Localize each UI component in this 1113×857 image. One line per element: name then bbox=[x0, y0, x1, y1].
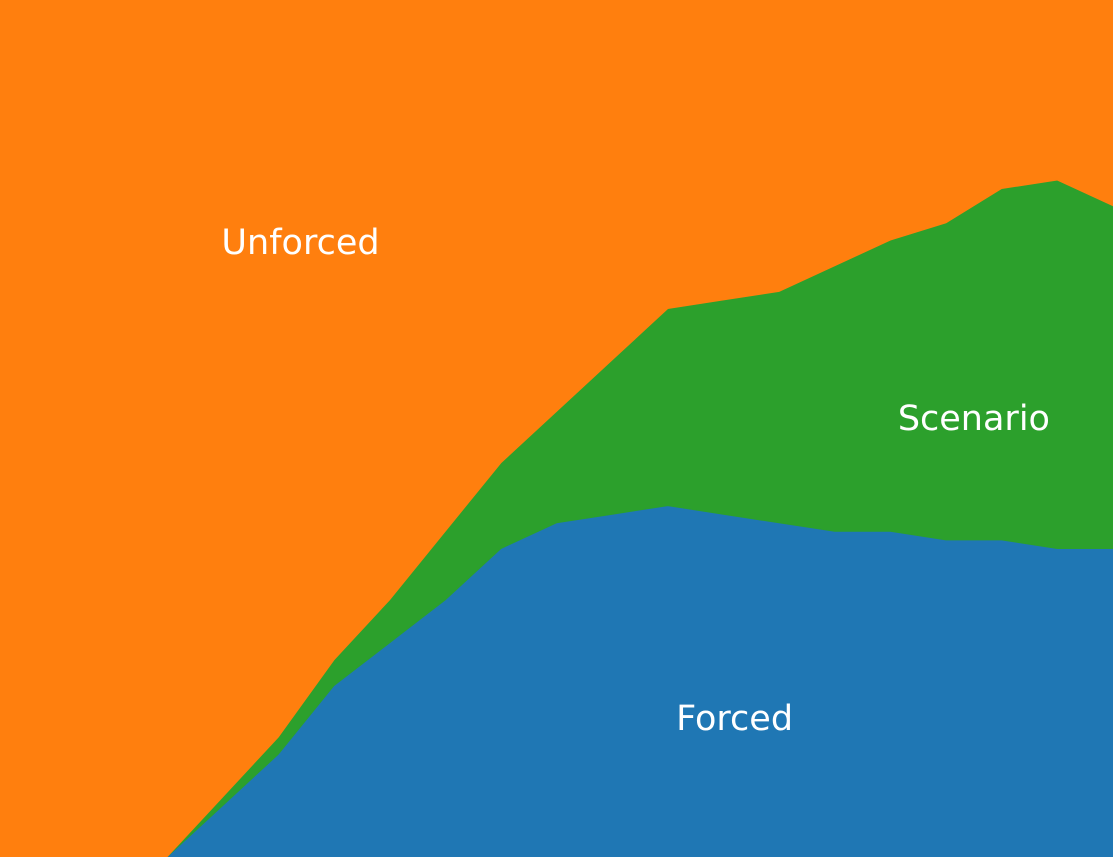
label-scenario: Scenario bbox=[898, 399, 1050, 439]
chart-labels: Unforced Scenario Forced bbox=[221, 223, 1050, 739]
label-forced: Forced bbox=[676, 699, 793, 739]
label-unforced: Unforced bbox=[221, 223, 379, 263]
